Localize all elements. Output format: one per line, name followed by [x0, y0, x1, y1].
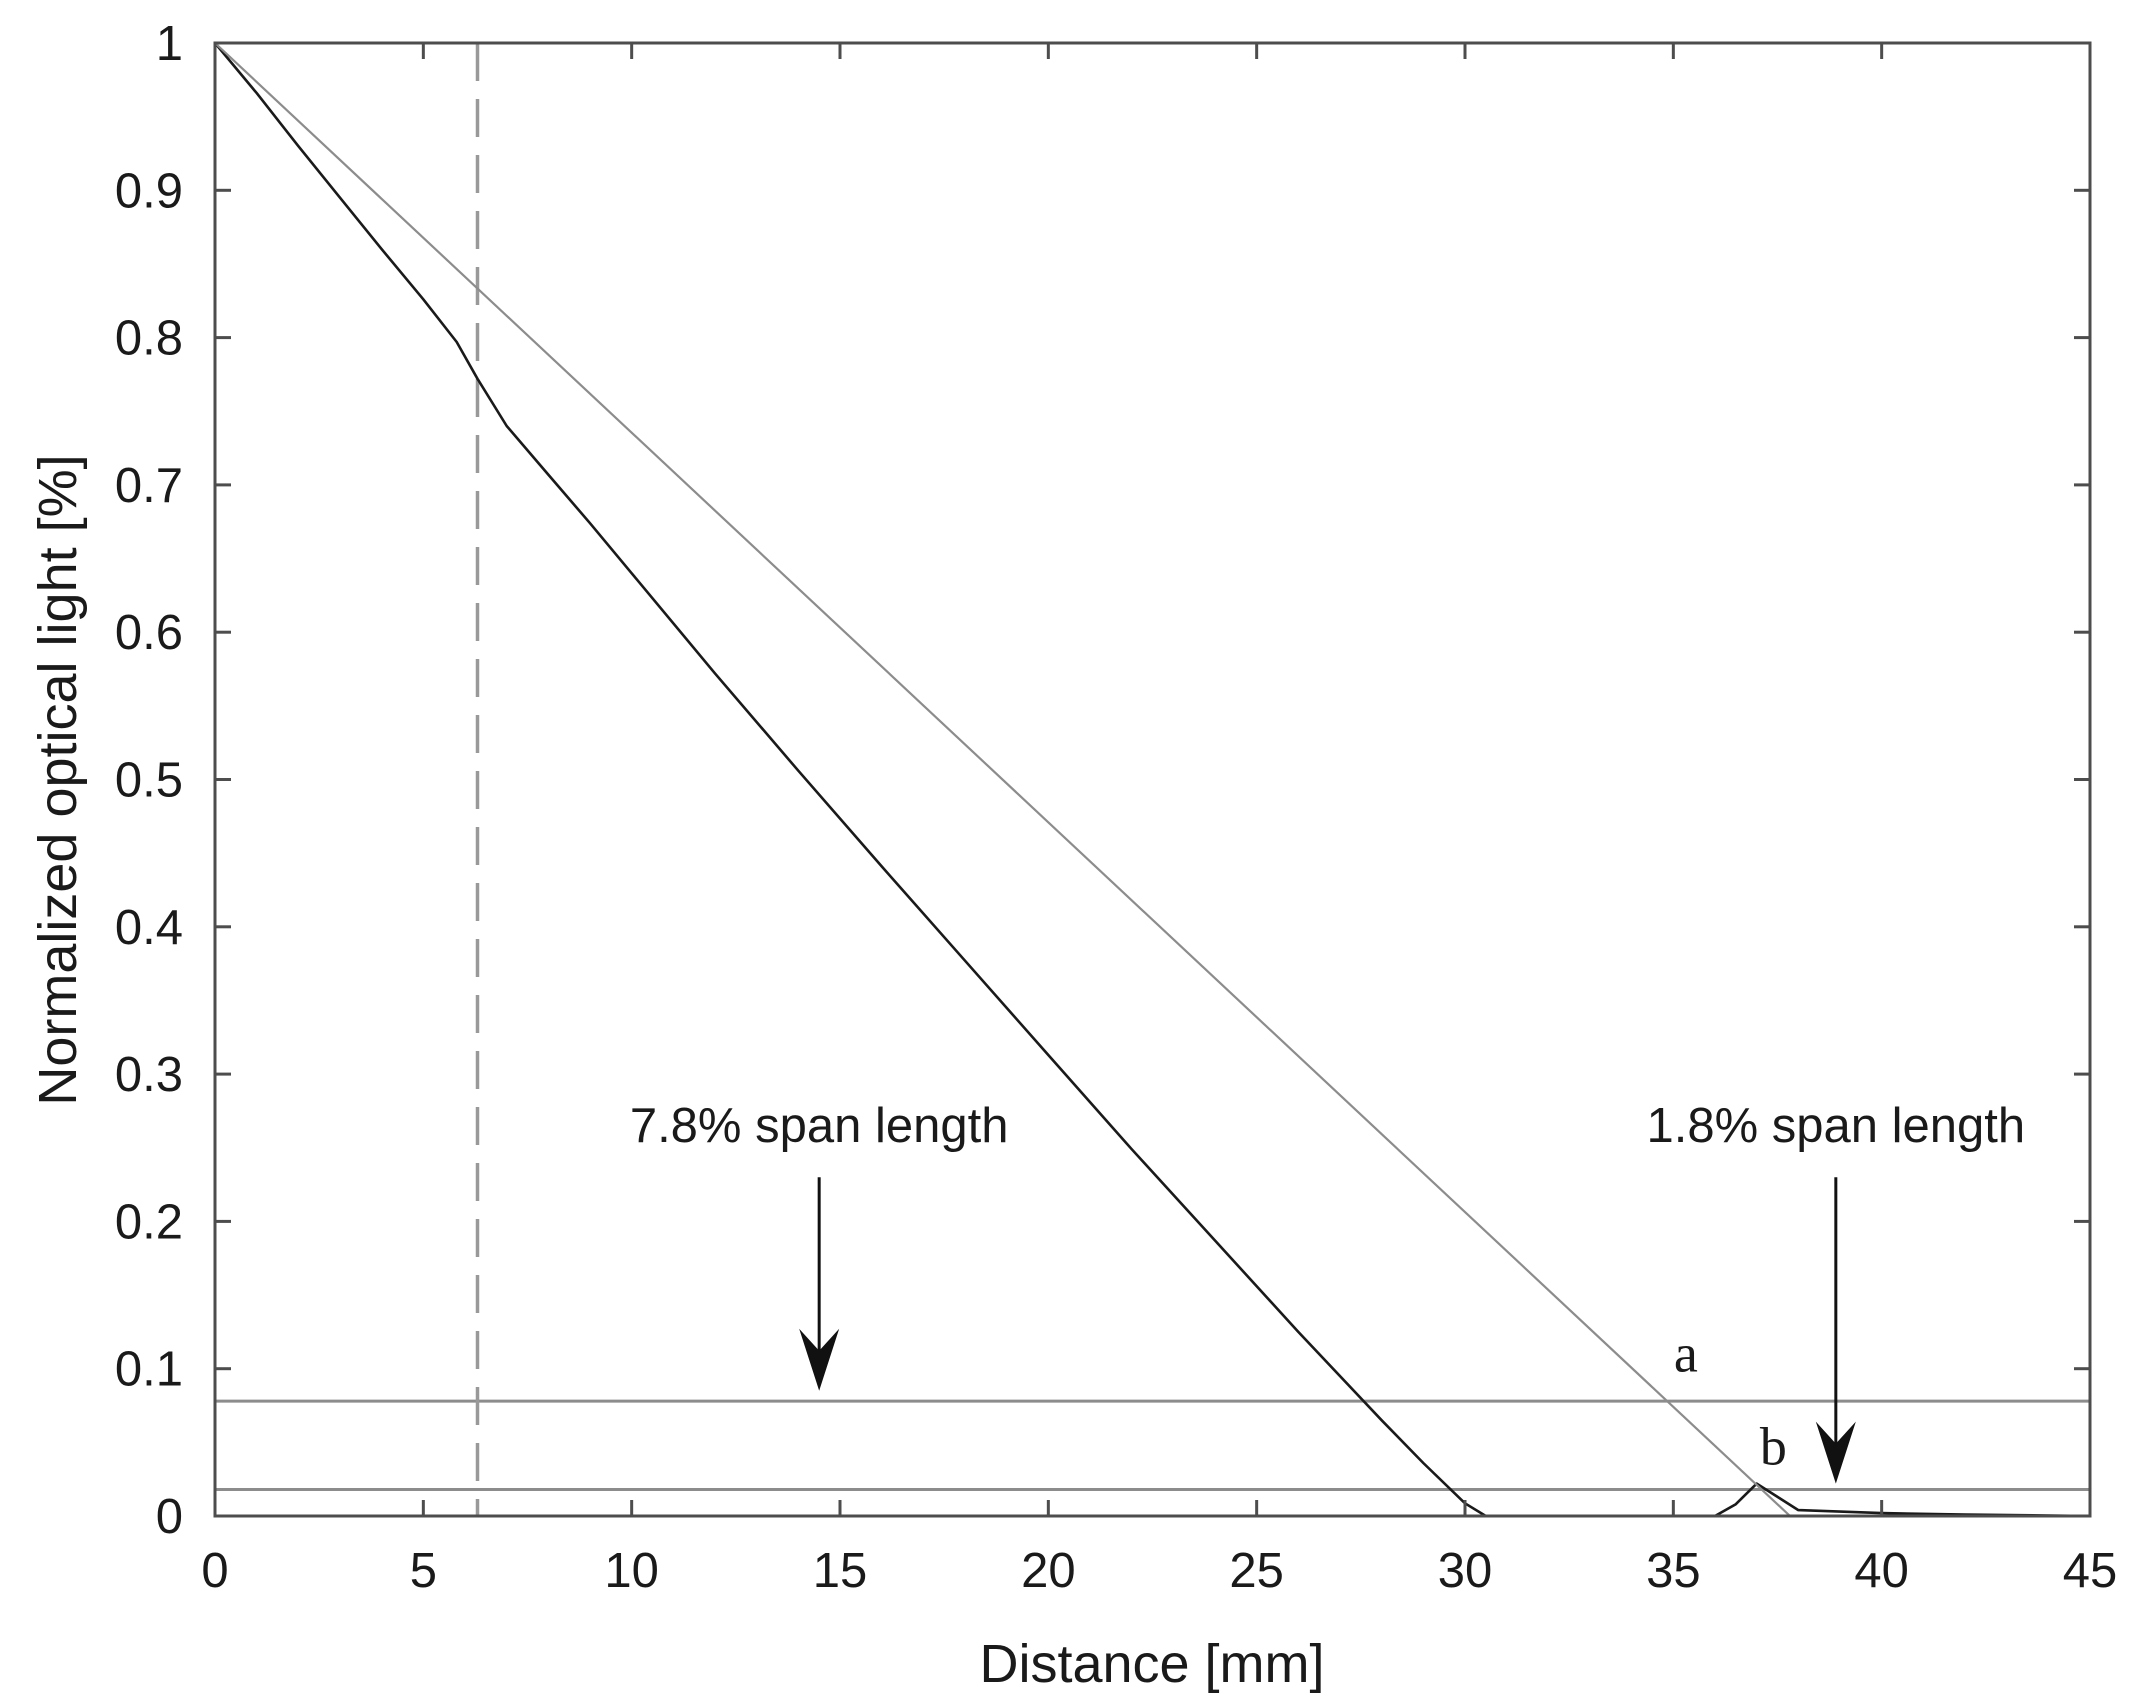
annotation-arrowhead-2: [1815, 1421, 1856, 1484]
x-tick-label: 15: [813, 1544, 868, 1598]
y-tick-label: 0.1: [115, 1343, 183, 1397]
x-tick-label: 5: [410, 1544, 437, 1598]
x-tick-label: 35: [1646, 1544, 1701, 1598]
x-tick-label: 10: [604, 1544, 659, 1598]
series-line-1: [214, 42, 2091, 1518]
point-label-1: a: [1674, 1324, 1698, 1384]
y-tick-label: 0.8: [115, 312, 183, 366]
y-tick-label: 0.9: [115, 164, 183, 218]
annotation-label-2: 1.8% span length: [1646, 1099, 2025, 1153]
y-tick-label: 0.5: [115, 754, 183, 808]
x-tick-label: 0: [201, 1544, 228, 1598]
annotation-arrowhead-1: [799, 1328, 840, 1391]
y-axis-title: Normalized optical light [%]: [28, 454, 88, 1105]
annotation-label-1: 7.8% span length: [630, 1099, 1009, 1153]
series-line-2: [214, 42, 1791, 1517]
y-tick-label: 0.3: [115, 1048, 183, 1102]
y-tick-label: 0.4: [115, 901, 183, 955]
x-tick-label: 25: [1229, 1544, 1284, 1598]
plot-area: [215, 43, 2090, 1516]
x-tick-label: 40: [1854, 1544, 1909, 1598]
x-tick-label: 20: [1021, 1544, 1076, 1598]
y-tick-label: 0.2: [115, 1195, 183, 1249]
x-tick-label: 45: [2063, 1544, 2118, 1598]
y-tick-label: 1: [156, 17, 183, 71]
y-tick-label: 0: [156, 1490, 183, 1544]
point-label-2: b: [1760, 1416, 1787, 1476]
x-tick-label: 30: [1438, 1544, 1493, 1598]
y-tick-label: 0.6: [115, 606, 183, 660]
x-axis-title: Distance [mm]: [979, 1634, 1324, 1694]
y-tick-label: 0.7: [115, 459, 183, 513]
